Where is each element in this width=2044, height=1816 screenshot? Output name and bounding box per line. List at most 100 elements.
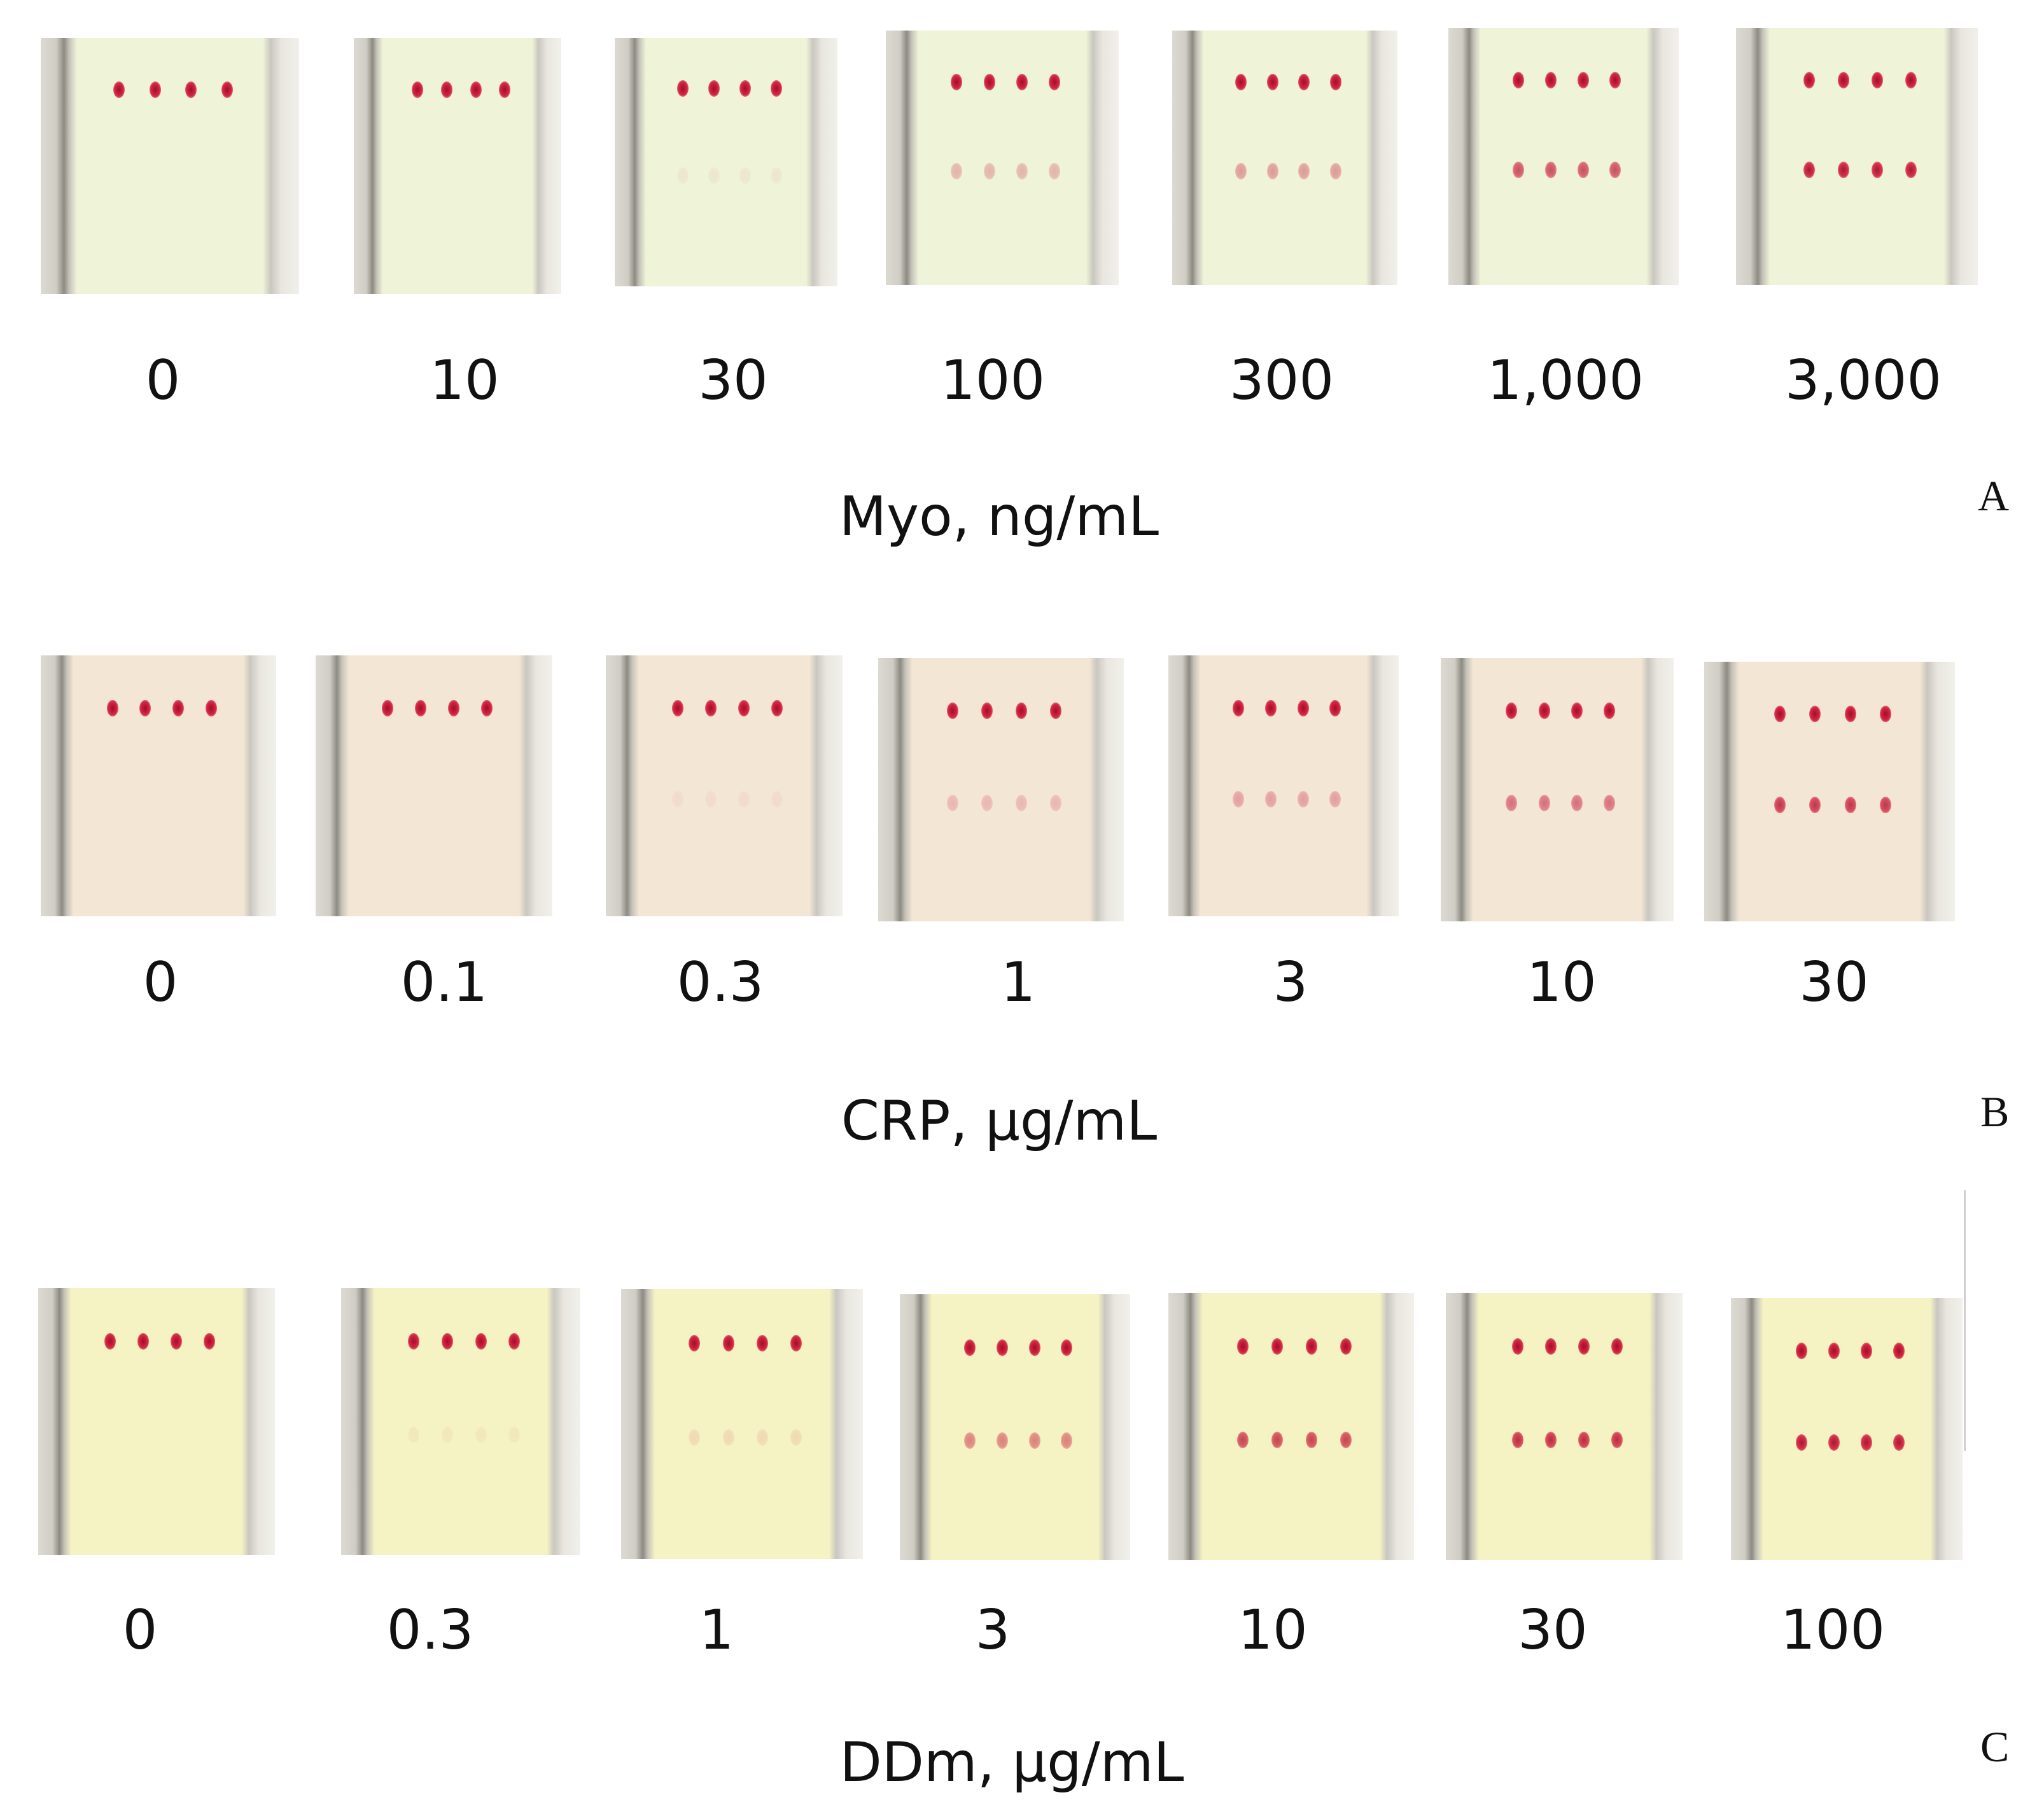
- control-line: [1168, 700, 1399, 725]
- control-spot: [1016, 702, 1027, 719]
- test-spot: [1265, 791, 1277, 807]
- test-spot: [689, 1429, 700, 1446]
- control-spot: [1049, 74, 1060, 90]
- control-spot: [1330, 74, 1341, 90]
- concentration-label-a-5: 300: [1229, 349, 1334, 412]
- control-spot: [1513, 72, 1524, 88]
- test-line: [1172, 163, 1397, 188]
- control-spot: [475, 1333, 487, 1350]
- concentration-label-b-1: 0: [143, 951, 178, 1014]
- control-spot: [1578, 72, 1589, 88]
- control-spot: [470, 81, 482, 98]
- control-line: [1704, 706, 1955, 731]
- control-spot: [508, 1333, 520, 1350]
- control-spot: [1265, 700, 1277, 716]
- concentration-label-b-5: 3: [1273, 951, 1308, 1014]
- strip-b-5: [1168, 655, 1399, 916]
- control-spot: [723, 1335, 734, 1352]
- control-line: [38, 1333, 275, 1359]
- strip-b-2: [316, 655, 552, 916]
- strip-c-4: [900, 1294, 1130, 1560]
- concentration-label-c-7: 100: [1780, 1598, 1886, 1662]
- control-line: [878, 702, 1124, 728]
- strip-c-3: [621, 1289, 863, 1559]
- control-spot: [408, 1333, 419, 1350]
- control-line: [1731, 1343, 1963, 1368]
- concentration-label-c-4: 3: [975, 1598, 1011, 1662]
- control-spot: [448, 700, 459, 716]
- strip-c-1: [38, 1288, 275, 1555]
- test-spot: [997, 1432, 1008, 1449]
- control-spot: [1506, 702, 1517, 719]
- strip-b-1: [41, 655, 276, 916]
- test-spot: [981, 795, 993, 811]
- test-line: [1448, 162, 1679, 187]
- test-spot: [1872, 162, 1883, 178]
- test-spot: [1513, 162, 1524, 178]
- control-line: [606, 700, 843, 725]
- test-spot: [1237, 1432, 1249, 1448]
- test-line: [615, 167, 837, 193]
- control-spot: [1306, 1338, 1317, 1355]
- test-line: [886, 163, 1119, 188]
- panel-letter-c: C: [1980, 1722, 2010, 1771]
- control-spot: [1838, 72, 1849, 88]
- test-spot: [723, 1429, 734, 1446]
- test-line: [1704, 797, 1955, 822]
- control-spot: [771, 80, 782, 97]
- concentration-label-b-2: 0.1: [400, 951, 488, 1014]
- test-spot: [1545, 162, 1557, 178]
- control-spot: [415, 700, 426, 716]
- concentration-label-c-2: 0.3: [386, 1598, 474, 1662]
- control-spot: [1271, 1338, 1283, 1355]
- test-spot: [984, 163, 995, 179]
- test-spot: [1609, 162, 1621, 178]
- test-spot: [951, 163, 962, 179]
- test-spot: [738, 791, 750, 807]
- control-spot: [113, 81, 125, 98]
- strip-b-6: [1441, 658, 1674, 921]
- panel-letter-b: B: [1980, 1087, 2010, 1136]
- control-spot: [1298, 74, 1310, 90]
- strip-b-3: [606, 655, 843, 916]
- test-spot: [1880, 797, 1891, 813]
- control-spot: [137, 1333, 149, 1350]
- control-spot: [1774, 706, 1786, 722]
- panel-a: 0 10 30 100 300 1,000 3,000 Myo, ng/mL A: [0, 0, 2044, 548]
- strip-c-7: [1731, 1298, 1963, 1560]
- test-spot: [1016, 163, 1028, 179]
- test-spot: [1774, 797, 1786, 813]
- control-spot: [981, 702, 993, 719]
- edge-line: [1964, 1190, 1966, 1451]
- test-spot: [1611, 1432, 1623, 1448]
- control-spot: [1880, 706, 1891, 722]
- concentration-label-b-3: 0.3: [676, 951, 764, 1014]
- control-line: [41, 81, 299, 107]
- test-spot: [708, 167, 720, 184]
- test-spot: [1061, 1432, 1072, 1449]
- control-spot: [1267, 74, 1278, 90]
- test-spot: [1298, 791, 1309, 807]
- control-line: [1441, 702, 1674, 728]
- concentration-label-a-1: 0: [145, 349, 181, 412]
- test-spot: [1893, 1434, 1905, 1451]
- control-line: [615, 80, 837, 106]
- axis-label-b: CRP, µg/mL: [841, 1089, 1158, 1153]
- strip-c-5: [1168, 1293, 1414, 1560]
- control-spot: [1861, 1343, 1872, 1359]
- strip-b-4: [878, 658, 1124, 921]
- test-line: [900, 1432, 1130, 1458]
- control-spot: [1029, 1339, 1040, 1356]
- test-spot: [1506, 795, 1517, 811]
- test-line: [1446, 1432, 1683, 1457]
- control-spot: [1237, 1338, 1249, 1355]
- axis-label-c: DDm, µg/mL: [839, 1731, 1184, 1794]
- test-spot: [1049, 163, 1060, 179]
- concentration-label-b-6: 10: [1527, 951, 1597, 1014]
- concentration-label-c-1: 0: [122, 1598, 158, 1662]
- control-spot: [139, 700, 151, 716]
- strip-a-2: [354, 38, 561, 294]
- control-spot: [984, 74, 995, 90]
- test-spot: [1340, 1432, 1352, 1448]
- test-line: [1441, 795, 1674, 820]
